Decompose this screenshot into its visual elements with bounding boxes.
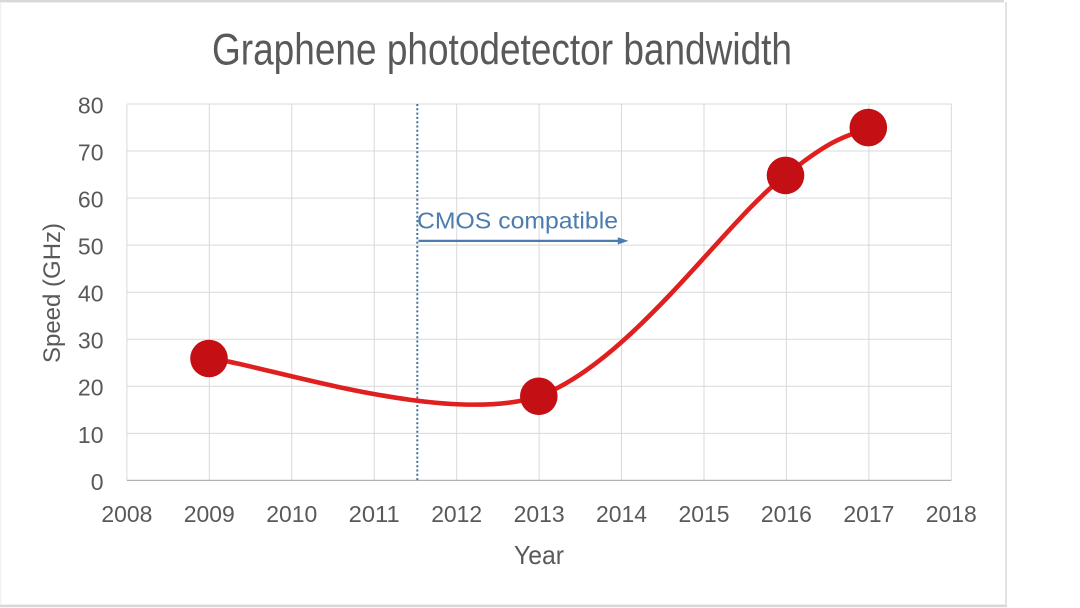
svg-text:2010: 2010 bbox=[266, 501, 317, 527]
svg-text:2009: 2009 bbox=[184, 501, 235, 527]
svg-text:CMOS compatible: CMOS compatible bbox=[417, 207, 618, 233]
svg-text:80: 80 bbox=[78, 92, 104, 118]
svg-text:30: 30 bbox=[78, 328, 104, 354]
svg-text:2013: 2013 bbox=[514, 501, 565, 527]
svg-text:2012: 2012 bbox=[431, 501, 482, 527]
svg-text:0: 0 bbox=[91, 469, 104, 495]
svg-text:2014: 2014 bbox=[596, 501, 647, 527]
svg-text:2011: 2011 bbox=[349, 501, 400, 527]
svg-text:70: 70 bbox=[78, 139, 104, 165]
svg-text:50: 50 bbox=[78, 234, 104, 260]
svg-text:2017: 2017 bbox=[843, 501, 894, 527]
svg-text:2015: 2015 bbox=[679, 501, 730, 527]
svg-text:Graphene photodetector bandwid: Graphene photodetector bandwidth bbox=[212, 26, 792, 75]
svg-text:10: 10 bbox=[78, 422, 104, 448]
svg-text:2016: 2016 bbox=[761, 501, 812, 527]
svg-text:2018: 2018 bbox=[926, 501, 977, 527]
svg-text:40: 40 bbox=[78, 281, 104, 307]
svg-text:60: 60 bbox=[78, 187, 104, 213]
svg-text:Year: Year bbox=[514, 540, 564, 570]
svg-text:2008: 2008 bbox=[101, 501, 152, 527]
svg-text:Speed (GHz): Speed (GHz) bbox=[39, 223, 66, 363]
svg-text:20: 20 bbox=[78, 375, 104, 401]
